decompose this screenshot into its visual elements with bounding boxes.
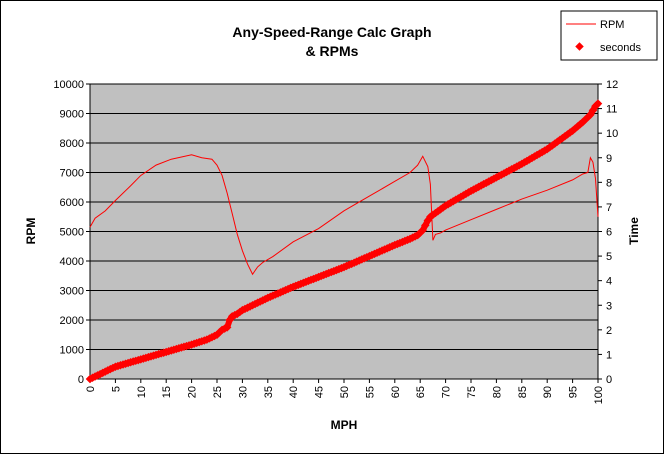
x-tick-label: 10 [136, 386, 148, 398]
y-tick-label: 7000 [60, 168, 84, 180]
legend-seconds-label: seconds [600, 42, 641, 54]
x-tick-label: 60 [390, 386, 402, 398]
x-tick-label: 45 [314, 386, 326, 398]
y2-tick-label: 2 [606, 325, 612, 337]
y2-axis-title: Time [627, 217, 641, 245]
x-tick-label: 0 [85, 386, 97, 392]
legend-box [560, 10, 658, 61]
chart-title-line-1: Any-Speed-Range Calc Graph [232, 24, 431, 40]
y-tick-label: 0 [78, 374, 84, 386]
series-layer [85, 99, 603, 384]
legend-rpm-label: RPM [600, 19, 624, 31]
y-tick-label: 3000 [60, 286, 84, 298]
y-tick-label: 9000 [60, 109, 84, 121]
y-tick-label: 5000 [60, 227, 84, 239]
seconds-series-markers [85, 99, 603, 384]
y2-tick-label: 4 [606, 276, 612, 288]
x-tick-label: 65 [415, 386, 427, 398]
x-tick-label: 25 [212, 386, 224, 398]
y2-tick-label: 9 [606, 153, 612, 165]
y-tick-label: 2000 [60, 315, 84, 327]
x-tick-label: 15 [161, 386, 173, 398]
y-tick-label: 1000 [60, 345, 84, 357]
rpm-series-line [89, 154, 599, 276]
y-tick-label: 10000 [53, 79, 84, 91]
y2-tick-label: 7 [606, 202, 612, 214]
y-axis-title: RPM [24, 218, 38, 245]
seconds-point [222, 323, 232, 332]
y-tick-label: 4000 [60, 256, 84, 268]
x-tick-label: 80 [491, 386, 503, 398]
y2-tick-label: 5 [606, 251, 612, 263]
chart-title-line-2: & RPMs [306, 43, 359, 59]
legend: RPM seconds [560, 10, 658, 61]
y-tick-label: 6000 [60, 197, 84, 209]
y-tick-label: 8000 [60, 138, 84, 150]
x-tick-label: 75 [466, 386, 478, 398]
x-tick-label: 40 [288, 386, 300, 398]
y2-tick-label: 8 [606, 177, 612, 189]
x-tick-label: 35 [263, 386, 275, 398]
y2-tick-label: 0 [606, 374, 612, 386]
x-tick-label: 5 [110, 386, 122, 392]
x-tick-label: 50 [339, 386, 351, 398]
y-tick-labels: 0 1000 2000 3000 4000 5000 6000 7000 8000 9000 100… [53, 79, 84, 386]
y2-tick-label: 1 [606, 349, 612, 361]
y2-tick-label: 12 [606, 79, 618, 91]
x-tick-label: 55 [364, 386, 376, 398]
x-tick-label: 90 [542, 386, 554, 398]
y2-tick-label: 6 [606, 227, 612, 239]
x-tick-label: 85 [517, 386, 529, 398]
y2-tick-label: 11 [606, 104, 617, 116]
x-tick-label: 100 [593, 386, 605, 404]
x-axis-title: MPH [331, 418, 358, 432]
x-tick-label: 30 [237, 386, 249, 398]
x-tick-label: 95 [568, 386, 580, 398]
y2-tick-label: 3 [606, 300, 612, 312]
y2-tick-label: 10 [606, 128, 618, 140]
x-tick-labels: 0 5 10 15 20 25 30 35 40 45 50 55 60 65 70 75 80 85 90 95 10… [85, 386, 605, 404]
x-tick-label: 20 [187, 386, 199, 398]
x-tick-label: 70 [441, 386, 453, 398]
